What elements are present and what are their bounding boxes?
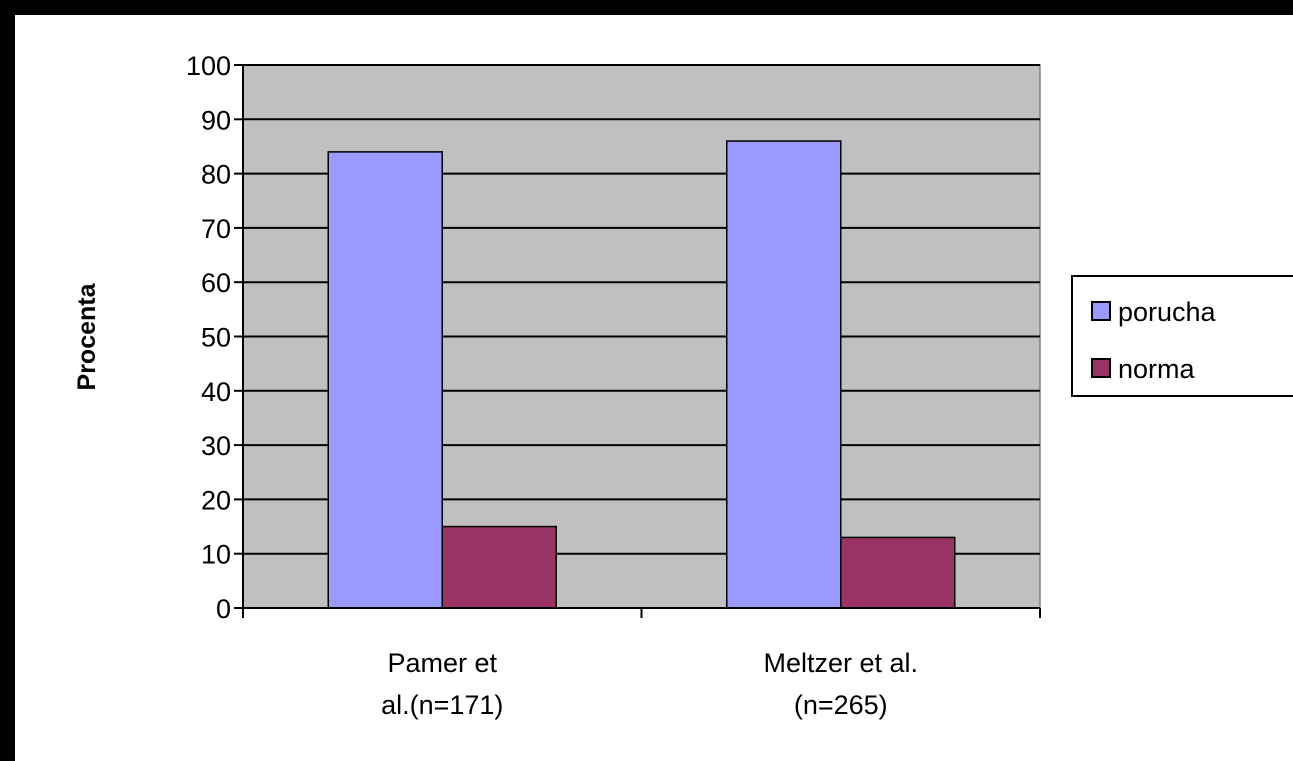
y-tick-label: 70 <box>201 214 231 244</box>
y-tick-label: 100 <box>186 51 231 81</box>
axes <box>234 64 1041 618</box>
y-tick-labels: 0 10 20 30 40 50 60 70 80 90 100 <box>186 51 231 624</box>
y-tick-label: 40 <box>201 377 231 407</box>
y-tick-label: 60 <box>201 268 231 298</box>
y-tick-label: 10 <box>201 540 231 570</box>
y-tick-label: 80 <box>201 160 231 190</box>
y-tick-label: 20 <box>201 485 231 515</box>
x-category-label: Pamer et al.(n=171) <box>381 648 503 720</box>
bar-porucha <box>327 151 443 609</box>
bar-norma <box>441 525 557 609</box>
legend-swatch-porucha <box>1091 301 1111 321</box>
bar-porucha <box>726 140 842 609</box>
bars <box>327 140 956 609</box>
y-tick-label: 50 <box>201 323 231 353</box>
legend: porucha norma <box>1071 275 1293 397</box>
x-category-label: Meltzer et al. (n=265) <box>763 648 918 720</box>
x-category-labels: Pamer et al.(n=171) Meltzer et al. (n=265) <box>381 648 918 720</box>
y-axis-title: Procenta <box>73 282 101 390</box>
bar-norma <box>840 536 956 609</box>
y-tick-label: 90 <box>201 105 231 135</box>
y-tick-label: 0 <box>216 594 231 624</box>
legend-label-norma: norma <box>1118 354 1196 384</box>
legend-swatch-norma <box>1091 358 1111 378</box>
y-tick-label: 30 <box>201 431 231 461</box>
legend-label-porucha: porucha <box>1118 297 1217 327</box>
